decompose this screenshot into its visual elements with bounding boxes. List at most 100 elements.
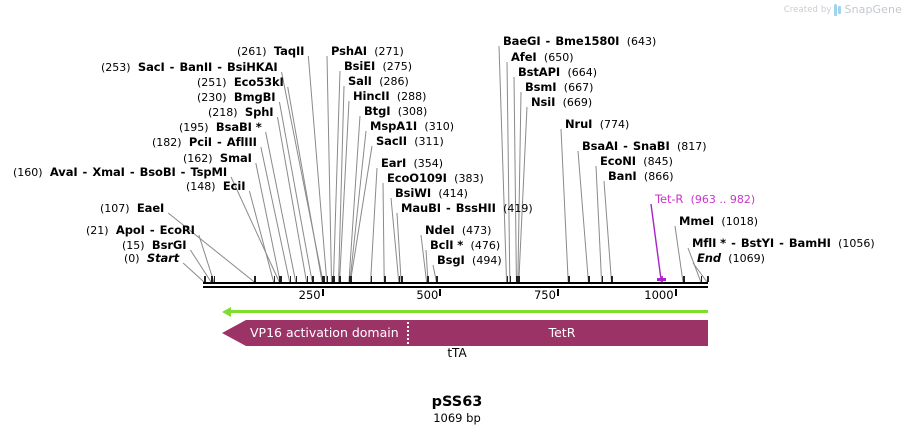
- enzyme-name: EcoRI: [159, 223, 195, 237]
- enzyme-name: BmgBI: [233, 90, 276, 104]
- site-label-maubi[interactable]: MauBI - BssHII (419): [401, 201, 533, 216]
- site-tick-mark: [279, 276, 281, 282]
- feature-bar-tet-r[interactable]: [657, 278, 667, 281]
- site-label-bsrgi[interactable]: (15) BsrGI: [122, 238, 187, 253]
- site-enzyme-group: PciI - AflIII: [189, 135, 257, 149]
- site-label-mmei[interactable]: MmeI (1018): [679, 214, 758, 229]
- site-label-sacii[interactable]: SacII (311): [376, 135, 444, 149]
- site-label-eari[interactable]: EarI (354): [381, 157, 443, 171]
- enzyme-name: Tet-R: [655, 192, 684, 206]
- enzyme-name: Start: [146, 251, 180, 265]
- enzyme-name: SphI: [244, 105, 274, 119]
- site-position: (383): [454, 172, 484, 185]
- site-label-nrui[interactable]: NruI (774): [565, 118, 629, 132]
- site-enzyme-group: NsiI: [531, 95, 555, 109]
- orf-line: [229, 310, 708, 313]
- site-label-bsaai[interactable]: BsaAI - SnaBI (817): [582, 139, 707, 154]
- site-label-ecii[interactable]: (148) EciI: [186, 180, 246, 194]
- site-tick-mark: [333, 276, 335, 282]
- enzyme-separator: -: [775, 236, 788, 250]
- site-tick-mark: [326, 276, 329, 282]
- site-label-taqii[interactable]: (261) TaqII: [237, 45, 304, 59]
- site-label-bstapi[interactable]: BstAPI (664): [518, 65, 597, 80]
- site-position: (230): [197, 91, 227, 104]
- site-tick-mark: [601, 276, 604, 282]
- site-label-pcii[interactable]: (182) PciI - AflIII: [152, 135, 257, 150]
- site-label-baegi[interactable]: BaeGI - Bme1580I (643): [503, 34, 656, 49]
- site-tick-mark: [211, 276, 213, 282]
- site-position: (1069): [728, 252, 765, 265]
- site-tick-mark: [568, 276, 570, 282]
- enzyme-name: MauBI: [401, 201, 441, 215]
- site-enzyme-group: BmgBI: [234, 90, 276, 104]
- site-label-hincii[interactable]: HincII (288): [353, 90, 426, 104]
- enzyme-name: BstAPI: [518, 65, 561, 79]
- site-enzyme-group: AvaI - XmaI - BsoBI - TspMI: [50, 165, 227, 179]
- site-label-ecoo109i[interactable]: EcoO109I (383): [387, 172, 484, 186]
- enzyme-name: BclI *: [430, 238, 464, 252]
- site-label-pshai[interactable]: PshAI (271): [331, 44, 404, 59]
- site-label-start[interactable]: (0) Start: [124, 251, 180, 266]
- enzyme-name: TspMI: [190, 165, 228, 179]
- enzyme-name: SmaI: [219, 151, 252, 165]
- site-label-bani[interactable]: BanI (866): [608, 170, 674, 184]
- site-enzyme-group: PshAI: [331, 44, 367, 58]
- site-position: (275): [382, 60, 413, 73]
- feature-arrow-tta[interactable]: VP16 activation domain TetR: [222, 320, 708, 346]
- site-label-apoi[interactable]: (21) ApoI - EcoRI: [86, 223, 195, 238]
- site-label-bcli[interactable]: BclI * (476): [430, 238, 501, 253]
- site-label-mfli[interactable]: MflI * - BstYI - BamHI (1056): [692, 236, 875, 251]
- site-enzyme-group: BsrGI: [152, 238, 187, 252]
- site-label-eco53ki[interactable]: (251) Eco53kI: [197, 76, 284, 90]
- site-label-bsmi[interactable]: BsmI (667): [525, 81, 593, 95]
- enzyme-name: BstYI: [740, 236, 775, 250]
- site-label-afei[interactable]: AfeI (650): [511, 51, 574, 65]
- site-label-bsiwi[interactable]: BsiWI (414): [395, 187, 468, 201]
- site-label-end[interactable]: End (1069): [697, 251, 765, 266]
- site-tick-mark: [254, 276, 256, 282]
- site-position: (251): [197, 76, 227, 89]
- site-enzyme-group: MmeI: [679, 214, 714, 228]
- site-enzyme-group: ApoI - EcoRI: [116, 223, 195, 237]
- site-position: (476): [470, 239, 501, 252]
- ruler-tick: [556, 289, 559, 296]
- watermark-brand: SnapGene: [844, 3, 902, 16]
- site-tick-mark: [509, 276, 512, 282]
- site-enzyme-group: BsaAI - SnaBI: [582, 139, 670, 153]
- site-label-bsabi[interactable]: (195) BsaBI *: [179, 121, 262, 135]
- orf-arrow-tta[interactable]: [222, 306, 708, 318]
- site-label-btgi[interactable]: BtgI (308): [364, 105, 427, 119]
- site-enzyme-group: End: [697, 251, 721, 265]
- site-label-nsii[interactable]: NsiI (669): [531, 95, 592, 110]
- site-label-sali[interactable]: SalI (286): [348, 75, 409, 89]
- ruler-tick-label: 750: [533, 288, 556, 302]
- site-label-mspa1i[interactable]: MspA1I (310): [370, 119, 455, 134]
- site-label-bsiei[interactable]: BsiEI (275): [344, 59, 413, 74]
- site-position: (310): [424, 120, 455, 133]
- site-tick-mark: [683, 276, 685, 282]
- site-position: (866): [643, 170, 674, 183]
- enzyme-separator: -: [441, 201, 455, 215]
- snapgene-logo-icon: [834, 3, 842, 16]
- site-label-smai[interactable]: (162) SmaI: [183, 151, 252, 166]
- site-position: (845): [643, 155, 673, 168]
- site-position: (1018): [721, 215, 758, 228]
- site-enzyme-group: BaeGI - Bme1580I: [503, 34, 619, 48]
- site-enzyme-group: MspA1I: [370, 119, 417, 133]
- site-label-eaei[interactable]: (107) EaeI: [100, 202, 164, 216]
- enzyme-name: End: [697, 251, 721, 265]
- site-label-bsgi[interactable]: BsgI (494): [437, 254, 502, 268]
- site-label-econi[interactable]: EcoNI (845): [600, 155, 673, 169]
- enzyme-name: BsaAI: [582, 139, 619, 153]
- site-label-bmgbi[interactable]: (230) BmgBI: [197, 90, 276, 105]
- site-label-ndei[interactable]: NdeI (473): [425, 224, 491, 238]
- site-tick-mark: [331, 276, 333, 282]
- site-label-avai[interactable]: (160) AvaI - XmaI - BsoBI - TspMI: [13, 165, 227, 180]
- site-position: (0): [124, 252, 140, 265]
- site-tick-mark: [289, 276, 292, 282]
- site-label-tetr-site[interactable]: Tet-R (963 .. 982): [655, 192, 755, 207]
- enzyme-name: BsiEI: [344, 59, 376, 73]
- enzyme-name: BssHII: [455, 201, 496, 215]
- site-label-sphi[interactable]: (218) SphI: [208, 105, 274, 120]
- site-label-saci[interactable]: (253) SacI - BanII - BsiHKAI: [101, 61, 278, 75]
